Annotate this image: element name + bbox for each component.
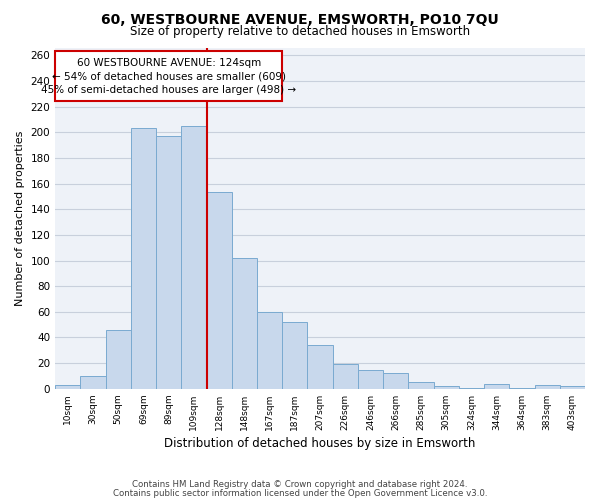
Bar [106,330,131,389]
Bar [509,388,535,389]
Bar [131,128,156,389]
Y-axis label: Number of detached properties: Number of detached properties [15,130,25,306]
Bar [484,384,509,389]
Bar [409,382,434,389]
X-axis label: Distribution of detached houses by size in Emsworth: Distribution of detached houses by size … [164,437,476,450]
Bar [206,192,232,389]
Bar [55,385,80,389]
Bar [232,258,257,389]
Bar [560,386,585,389]
Text: Contains HM Land Registry data © Crown copyright and database right 2024.: Contains HM Land Registry data © Crown c… [132,480,468,489]
Bar [181,126,206,389]
Bar [332,364,358,389]
Bar [156,136,181,389]
Bar [80,376,106,389]
Bar [307,345,332,389]
Text: ← 54% of detached houses are smaller (609): ← 54% of detached houses are smaller (60… [52,72,286,82]
Text: Size of property relative to detached houses in Emsworth: Size of property relative to detached ho… [130,25,470,38]
Bar [55,52,282,102]
Bar [535,385,560,389]
Bar [282,322,307,389]
Text: 60, WESTBOURNE AVENUE, EMSWORTH, PO10 7QU: 60, WESTBOURNE AVENUE, EMSWORTH, PO10 7Q… [101,12,499,26]
Text: 45% of semi-detached houses are larger (498) →: 45% of semi-detached houses are larger (… [41,85,296,95]
Bar [257,312,282,389]
Bar [383,374,409,389]
Bar [459,388,484,389]
Bar [358,370,383,389]
Bar [434,386,459,389]
Text: Contains public sector information licensed under the Open Government Licence v3: Contains public sector information licen… [113,488,487,498]
Text: 60 WESTBOURNE AVENUE: 124sqm: 60 WESTBOURNE AVENUE: 124sqm [77,58,261,68]
